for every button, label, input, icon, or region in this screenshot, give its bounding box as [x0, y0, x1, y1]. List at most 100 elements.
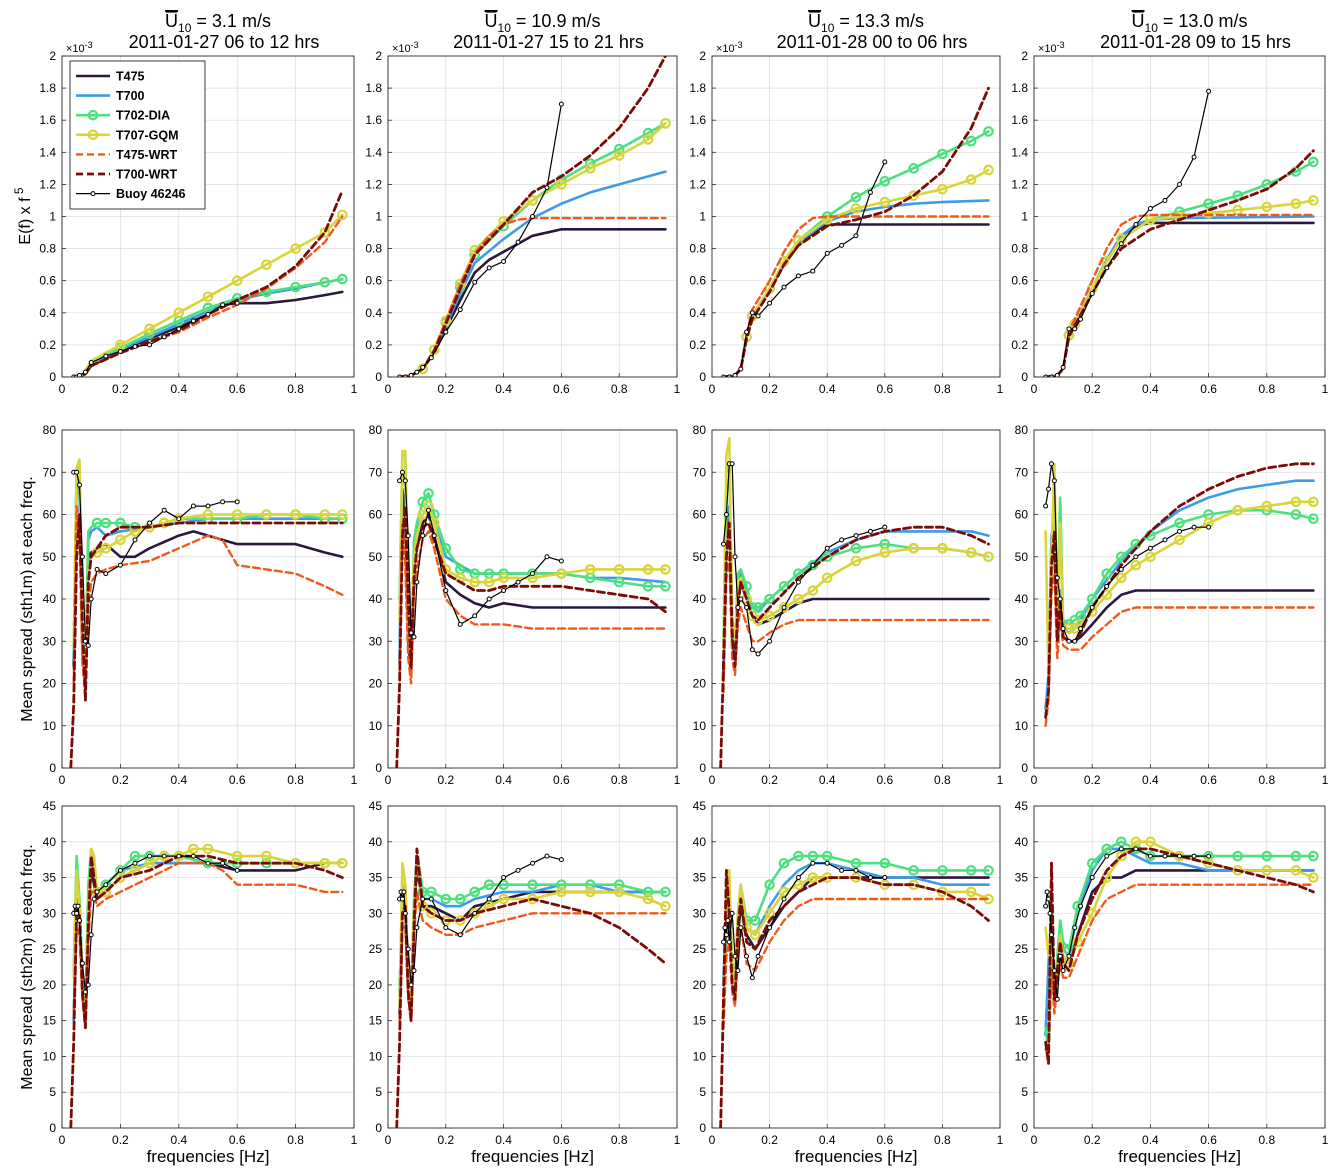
y-tick-label: 1.8 — [689, 81, 706, 95]
x-tick-label: 0 — [709, 382, 716, 396]
data-point-buoy — [1078, 626, 1084, 632]
data-point-t702-dia — [613, 576, 625, 588]
x-tick-label: 0.4 — [170, 1133, 187, 1147]
data-point-buoy — [824, 860, 830, 866]
data-point-buoy — [1147, 205, 1153, 211]
y-tick-label: 45 — [1015, 799, 1029, 813]
data-point-t702-dia — [937, 865, 948, 876]
data-point-t702-dia — [778, 581, 790, 592]
legend-label: T700 — [116, 89, 145, 103]
data-point-buoy — [1060, 968, 1066, 974]
data-point-buoy — [882, 875, 888, 881]
panel-r2-c1: 0 0.2 0.4 0.6 0.8 1051015202530354045frequenc… — [369, 799, 681, 1166]
y-tick-label: 10 — [43, 719, 57, 733]
data-point-buoy — [405, 533, 411, 539]
data-point-buoy — [82, 638, 88, 644]
data-point-t702-dia — [1101, 843, 1113, 855]
data-point-buoy — [79, 960, 85, 966]
y-tick-label: 35 — [43, 871, 57, 885]
x-tick-label: 1 — [1322, 382, 1329, 396]
y-tick-label: 70 — [1015, 465, 1029, 479]
data-point-buoy — [117, 562, 123, 568]
data-point-buoy — [82, 989, 88, 995]
x-tick-label: 0.2 — [761, 382, 778, 396]
x-tick-label: 0.4 — [819, 773, 836, 787]
series-group — [397, 56, 671, 377]
x-tick-label: 1 — [1322, 773, 1329, 787]
data-point-buoy — [729, 461, 735, 467]
data-point-buoy — [443, 329, 449, 335]
data-point-t707-gqm — [319, 857, 331, 869]
data-point-buoy — [190, 503, 196, 509]
data-point-t702-dia — [1101, 568, 1113, 579]
data-point-buoy — [117, 348, 123, 354]
data-point-buoy — [79, 554, 85, 560]
data-point-t702-dia — [319, 277, 331, 288]
y-tick-label: 50 — [43, 550, 57, 564]
y-tick-label: 20 — [1015, 978, 1029, 992]
data-point-t702-dia — [1290, 509, 1302, 520]
panel-r2-c3: 0 0.2 0.4 0.6 0.8 1051015202530354045frequenc… — [1015, 799, 1329, 1166]
data-point-t702-dia — [642, 127, 654, 139]
x-tick-label: 0.8 — [611, 382, 628, 396]
y-tick-label: 10 — [369, 719, 383, 733]
data-point-t707-gqm — [428, 344, 440, 356]
data-point-buoy — [411, 968, 417, 974]
data-point-buoy — [82, 369, 88, 375]
x-tick-label: 0.4 — [819, 1133, 836, 1147]
data-point-buoy — [721, 541, 727, 547]
data-point-buoy — [738, 366, 744, 372]
data-point-buoy — [1206, 88, 1212, 94]
x-tick-label: 0 — [59, 773, 66, 787]
data-point-buoy — [147, 342, 153, 348]
data-point-t707-gqm — [337, 857, 348, 869]
data-point-t702-dia — [1086, 857, 1098, 869]
series-group — [1043, 461, 1319, 727]
data-point-buoy — [749, 647, 755, 653]
x-tick-label: 0.8 — [934, 382, 951, 396]
legend-item-t475: T475 — [76, 70, 145, 84]
data-point-buoy — [77, 482, 83, 488]
data-point-buoy — [420, 896, 426, 902]
data-point-t707-gqm — [144, 857, 155, 869]
data-point-buoy — [726, 939, 732, 945]
data-point-buoy — [472, 910, 478, 916]
data-point-buoy — [408, 630, 414, 636]
data-point-t707-gqm — [202, 843, 214, 855]
y-tick-label: 20 — [1015, 677, 1029, 691]
data-point-buoy — [74, 469, 80, 475]
y-tick-label: 40 — [369, 592, 383, 606]
data-point-t707-gqm — [556, 568, 567, 579]
data-point-t707-gqm — [1290, 198, 1302, 209]
y-tick-label: 80 — [43, 423, 57, 437]
data-point-buoy — [205, 860, 211, 866]
data-point-buoy — [853, 233, 859, 239]
data-point-buoy — [824, 250, 830, 256]
data-point-buoy — [1133, 554, 1139, 560]
y-tick-label: 30 — [43, 634, 57, 648]
plot-area — [62, 806, 354, 1128]
data-point-t707-gqm — [965, 547, 977, 558]
data-point-buoy — [726, 374, 732, 377]
data-point-buoy — [558, 558, 564, 564]
data-point-buoy — [735, 604, 741, 610]
data-point-buoy — [810, 860, 816, 866]
legend-item-t707-gqm: T707-GQM — [76, 128, 179, 142]
data-point-t702-dia — [100, 879, 112, 891]
data-point-buoy — [457, 621, 463, 627]
data-point-buoy — [749, 975, 755, 981]
x-tick-label: 0 — [1031, 773, 1038, 787]
data-point-buoy — [408, 372, 414, 377]
legend-label: T702-DIA — [116, 109, 170, 123]
data-point-t707-gqm — [584, 886, 596, 898]
wind-speed-title: U10 = 3.1 m/s — [165, 11, 271, 35]
series-line-t700-wrt — [69, 513, 344, 768]
data-point-buoy — [1060, 626, 1066, 632]
x-tick-label: 0.8 — [934, 1133, 951, 1147]
data-point-t707-gqm — [188, 843, 199, 855]
y-tick-label: 0.4 — [365, 306, 382, 320]
data-point-t702-dia — [1308, 850, 1319, 862]
